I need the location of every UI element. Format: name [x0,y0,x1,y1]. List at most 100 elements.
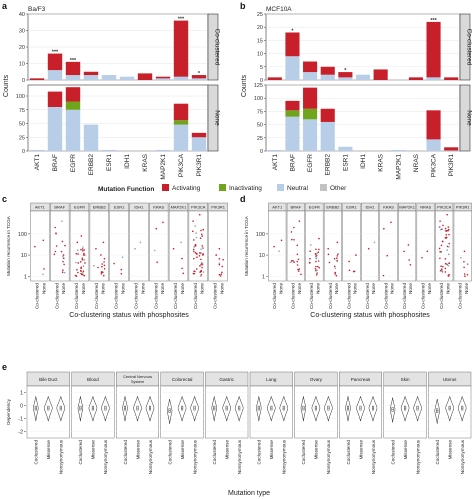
facet-strip-label: NRAS [420,205,431,210]
y-tick-label: 10 [21,253,27,259]
data-point [194,225,196,227]
x-tick-label: None [61,283,66,294]
y-axis-title: Dependency [6,398,11,424]
data-point [448,242,451,245]
x-tick-label: Co-clustered [173,283,178,309]
data-point [466,263,469,266]
significance-label: *** [70,58,77,64]
data-point [334,267,337,269]
facet-frame [342,210,361,282]
data-point [447,229,449,232]
data-point [75,252,78,255]
panel-letter-b: b [240,1,246,11]
bar-segment-inactivating [65,101,81,110]
data-point [181,267,183,270]
facet-strip-label: Uterus [443,377,457,382]
data-point [444,271,447,273]
facet-frame [89,210,109,282]
data-point [403,250,405,253]
data-point [314,252,317,255]
legend-swatch-activating [162,184,169,191]
data-point [215,254,218,256]
x-tick-label: ERBB2 [325,154,332,176]
facet-strip-label: MAP2K1 [399,205,416,210]
data-point [448,246,450,248]
x-tick-label: Nonsynonymous [371,439,376,474]
data-point [79,261,82,263]
y-tick-label: 25 [257,12,263,18]
x-tick-label: None [464,283,469,294]
x-tick-label: MAP2K1 [160,154,167,180]
data-point [193,246,195,248]
y-tick-label: 1 [20,391,23,397]
facet-strip-label: PIK3R1 [456,205,471,210]
facet-strip-label: BRAF [54,205,65,210]
bar-segment-neutral [155,149,171,151]
x-tick-label: Coclustered [435,440,440,465]
data-point [55,245,58,247]
facet-strip-label: Lung [266,377,277,382]
data-point [441,228,443,230]
data-point [315,260,317,263]
bar-segment-neutral [47,70,63,80]
facet-frame [305,210,324,282]
x-tick-label: Missense [314,440,319,460]
data-point [202,228,205,231]
facet-strip-label: None [214,110,221,126]
facet-strip-label: Central Nervous [123,374,152,379]
data-point [83,249,86,251]
data-point [309,250,311,252]
bar-segment-activating [191,132,207,138]
data-point [466,273,469,276]
data-point [102,241,105,244]
facet-frame [30,210,50,282]
data-point [62,254,65,256]
bar-segment-neutral [444,150,459,151]
bar-segment-activating [173,103,189,121]
x-tick-label: Nonsynonymous [59,439,64,474]
bar-segment-activating [303,61,318,73]
y-tick-label: 10 [259,253,265,259]
data-point [193,250,195,253]
data-point [463,260,465,263]
facet-strip-label: IDH1 [365,205,375,210]
data-point [337,253,339,255]
bar-segment-activating [303,87,318,109]
legend-label-inactivating: Inactivating [229,185,262,192]
significance-label: * [344,68,347,74]
x-tick-label: Missense [403,440,408,460]
facet-strip-label: Blood [87,377,99,382]
data-point [308,262,311,264]
facet-strip-label: Gastric [219,377,234,382]
x-tick-label: ESR1 [106,154,113,171]
bar-segment-inactivating [173,120,189,125]
data-point [448,262,451,265]
data-point [53,253,56,256]
bar-segment-activating [426,21,441,78]
facet-frame [208,210,228,282]
data-point [441,240,444,243]
y-tick-label: 0 [22,78,25,84]
x-tick-label: Co-clustered [74,283,79,309]
data-point [296,253,299,256]
x-tick-label: Nonsynonymous [192,439,197,474]
y-tick-label: 1 [24,274,27,280]
data-point [348,260,350,263]
data-point [296,260,299,263]
facet-strip [207,13,219,81]
x-tick-label: None [334,283,339,294]
bar-segment-activating [408,77,423,80]
data-point [82,246,84,248]
data-point [201,263,204,265]
bar-segment-neutral [191,137,207,151]
data-point [101,263,103,265]
data-point [121,256,124,258]
data-point [426,250,429,253]
data-point [172,247,175,250]
x-tick-label: Co-clustered [272,283,277,309]
x-tick-label: KRAS [378,153,385,171]
y-axis-title: Counts [241,74,248,97]
facet-strip-label: Bile Duct [39,377,58,382]
bar-segment-neutral [338,77,353,80]
x-tick-label: None [101,283,106,294]
